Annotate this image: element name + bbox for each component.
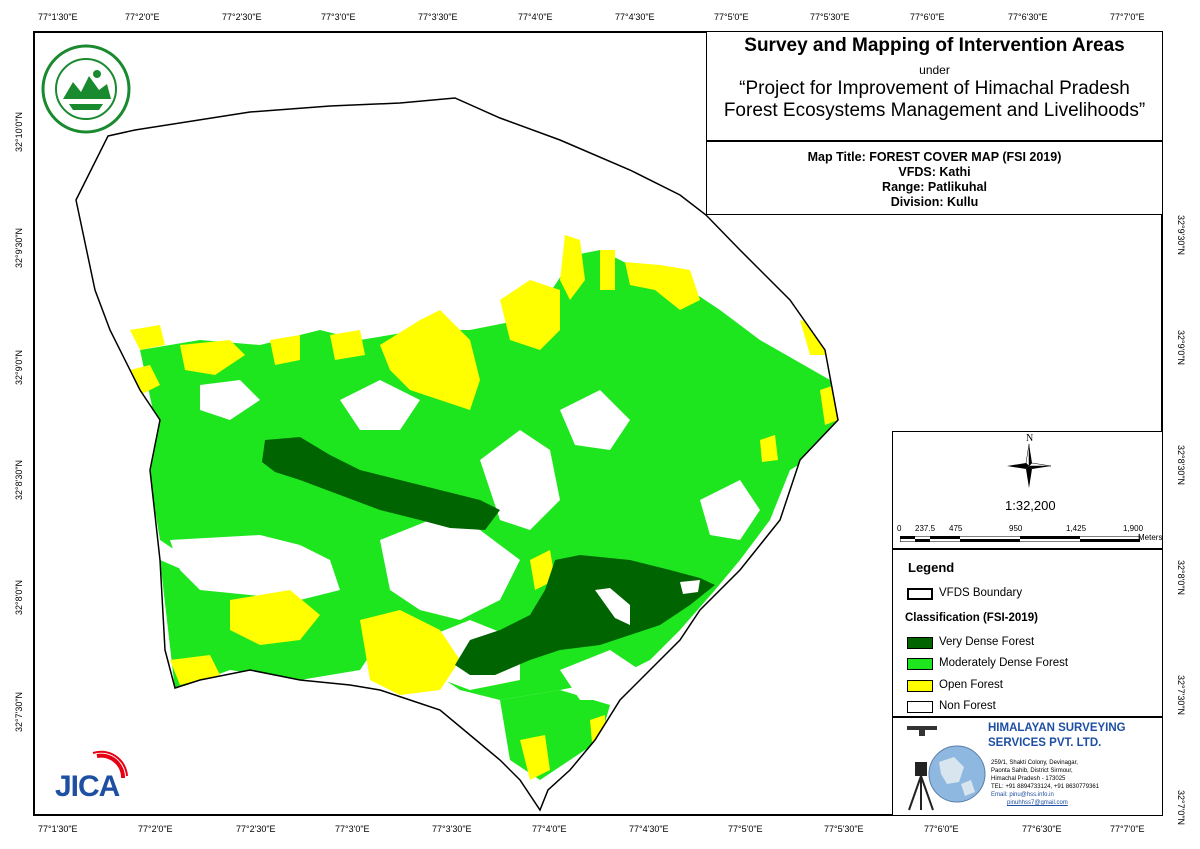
legend-swatch-open [907,680,933,692]
project-line-2: Forest Ecosystems Management and Livelih… [723,100,1146,121]
lon-label: 77°6'30"E [1022,824,1062,834]
legend-swatch-very-dense [907,637,933,649]
classification-heading: Classification (FSI-2019) [905,612,1038,624]
scale-ratio: 1:32,200 [1005,498,1056,513]
legend-swatch-moderately-dense [907,658,933,670]
legend-swatch-non-forest [907,701,933,713]
company-address-2: Paonta Sahib, District Sirmour, [991,768,1073,774]
legend-label-boundary: VFDS Boundary [939,587,1023,599]
lon-label: 77°6'0"E [924,824,959,834]
scale-tick-1: 237.5 [915,524,936,533]
under-text: under [919,63,950,77]
title-box: Survey and Mapping of Intervention Areas… [706,31,1163,141]
company-email-1[interactable]: Email: pinu@hss.info.in [991,792,1054,798]
lat-label: 32°10'0"N [14,111,24,152]
lat-label: 32°9'0"N [14,349,24,385]
legend-label-moderately-dense: Moderately Dense Forest [939,657,1069,669]
lat-label: 32°8'0"N [1176,560,1186,596]
map-title: Map Title: FOREST COVER MAP (FSI 2019) [807,150,1062,164]
jica-text: JICA [55,770,120,803]
lon-label: 77°2'30"E [236,824,276,834]
lat-label: 32°9'30"N [1176,215,1186,256]
company-name-line-2: SERVICES PVT. LTD. [988,737,1102,749]
lon-label: 77°4'0"E [532,824,567,834]
legend-label-very-dense: Very Dense Forest [939,636,1035,648]
lon-label: 77°4'0"E [518,12,553,22]
scale-tick-3: 950 [1009,524,1023,533]
company-box: HIMALAYAN SURVEYING SERVICES PVT. LTD. 2… [892,717,1163,816]
lon-label: 77°7'0"E [1110,824,1145,834]
very-dense-forest-area [262,437,500,530]
legend-label-open: Open Forest [939,679,1003,691]
scale-box: N 1:32,200 0 237.5 475 950 1,425 1,900 M… [892,431,1163,549]
lon-label: 77°3'0"E [321,12,356,22]
company-name-line-1: HIMALAYAN SURVEYING [988,722,1126,734]
division-name: Division: Kullu [890,195,979,209]
north-arrow-icon [1007,444,1051,488]
lon-label: 77°1'30"E [38,824,78,834]
lon-label: 77°5'0"E [714,12,749,22]
lon-label: 77°5'0"E [728,824,763,834]
lon-label: 77°2'30"E [222,12,262,22]
legend-heading: Legend [908,560,955,575]
lon-label: 77°5'30"E [824,824,864,834]
scale-tick-5: 1,900 [1123,524,1144,533]
lat-label: 32°8'30"N [14,459,24,500]
scale-tick-0: 0 [897,524,902,533]
scale-bar [900,536,1140,542]
lat-label: 32°7'30"N [1176,675,1186,716]
company-address-3: Himachal Pradesh - 173025 [991,776,1066,782]
company-email-2[interactable]: pinuhhss7@gmail.com [1007,800,1068,806]
company-phone: TEL: +91 8894733124, +91 8630779361 [991,784,1100,790]
map-frame [33,31,1163,816]
lon-label: 77°6'0"E [910,12,945,22]
vfds-boundary [75,97,839,812]
lon-label: 77°4'30"E [629,824,669,834]
lon-label: 77°3'30"E [432,824,472,834]
lon-label: 77°6'30"E [1008,12,1048,22]
lon-label: 77°2'0"E [125,12,160,22]
lat-label: 32°8'30"N [1176,445,1186,486]
vfds-name: VFDS: Kathi [898,165,971,179]
north-label: N [1026,433,1034,444]
map-info-box: Map Title: FOREST COVER MAP (FSI 2019) V… [706,141,1163,215]
lon-label: 77°3'0"E [335,824,370,834]
main-title: Survey and Mapping of Intervention Areas [744,35,1125,56]
legend-label-non-forest: Non Forest [939,700,996,712]
lon-label: 77°4'30"E [615,12,655,22]
lon-label: 77°2'0"E [138,824,173,834]
lat-label: 32°7'30"N [14,691,24,732]
scale-units: Meters [1138,533,1163,542]
lon-label: 77°3'30"E [418,12,458,22]
project-line-1: “Project for Improvement of Himachal Pra… [739,78,1130,99]
range-name: Range: Patlikuhal [882,180,987,194]
legend-box: Legend VFDS Boundary Classification (FSI… [892,549,1163,717]
lat-label: 32°9'30"N [14,227,24,268]
lon-label: 77°7'0"E [1110,12,1145,22]
lat-label: 32°7'0"N [1176,790,1186,826]
surveyor-globe-icon [907,726,986,811]
lat-label: 32°8'0"N [14,579,24,615]
lon-label: 77°5'30"E [810,12,850,22]
legend-swatch-boundary [907,588,933,600]
company-address-1: 259/1, Shakti Colony, Devinagar, [991,760,1078,766]
jica-logo: JICA [55,748,130,806]
scale-tick-2: 475 [949,524,963,533]
scale-tick-4: 1,425 [1066,524,1087,533]
lon-label: 77°1'30"E [38,12,78,22]
hp-forest-dept-logo [41,44,131,134]
lat-label: 32°9'0"N [1176,330,1186,366]
